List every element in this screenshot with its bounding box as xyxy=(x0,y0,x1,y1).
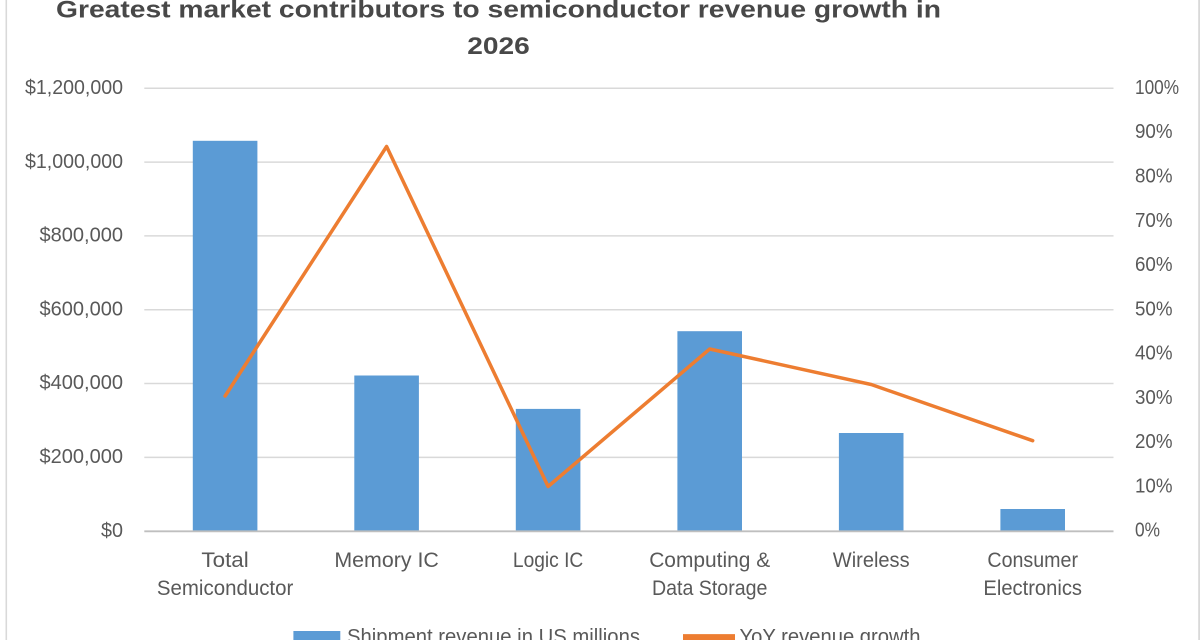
svg-text:80%: 80% xyxy=(1135,166,1173,188)
svg-text:10%: 10% xyxy=(1135,475,1173,497)
svg-text:90%: 90% xyxy=(1135,121,1173,143)
svg-text:70%: 70% xyxy=(1135,210,1173,232)
svg-text:Memory IC: Memory IC xyxy=(334,549,439,572)
svg-text:Semiconductor: Semiconductor xyxy=(157,577,293,600)
svg-text:$1,200,000: $1,200,000 xyxy=(25,77,123,99)
svg-text:$400,000: $400,000 xyxy=(40,372,124,394)
svg-text:60%: 60% xyxy=(1135,254,1173,276)
svg-text:YoY revenue growth: YoY revenue growth xyxy=(740,626,921,640)
svg-text:Shipment revenue in US million: Shipment revenue in US millions xyxy=(347,626,640,640)
svg-text:40%: 40% xyxy=(1135,343,1173,365)
svg-text:100%: 100% xyxy=(1135,77,1179,99)
svg-text:$1,000,000: $1,000,000 xyxy=(25,151,123,173)
svg-text:Electronics: Electronics xyxy=(983,577,1082,600)
svg-text:20%: 20% xyxy=(1135,431,1173,453)
svg-text:30%: 30% xyxy=(1135,387,1173,409)
svg-text:Consumer: Consumer xyxy=(987,549,1078,572)
svg-text:$600,000: $600,000 xyxy=(40,298,124,320)
svg-text:2026: 2026 xyxy=(467,33,530,60)
svg-text:50%: 50% xyxy=(1135,298,1173,320)
svg-text:Total: Total xyxy=(201,549,248,572)
svg-text:$0: $0 xyxy=(101,520,123,542)
svg-text:$800,000: $800,000 xyxy=(40,225,124,247)
svg-text:Computing &: Computing & xyxy=(649,549,770,572)
svg-text:Wireless: Wireless xyxy=(833,549,910,572)
svg-text:Logic IC: Logic IC xyxy=(513,549,583,572)
svg-text:$200,000: $200,000 xyxy=(40,446,124,468)
svg-text:Data Storage: Data Storage xyxy=(652,577,768,600)
svg-text:0%: 0% xyxy=(1135,520,1160,542)
svg-text:Greatest market contributors t: Greatest market contributors to semicond… xyxy=(56,0,941,24)
